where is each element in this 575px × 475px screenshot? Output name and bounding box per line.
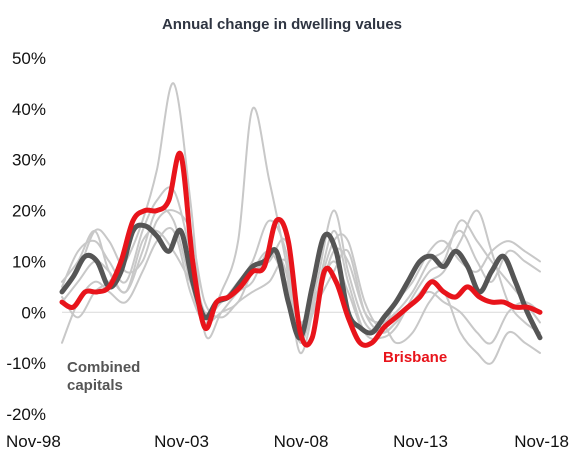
x-tick-label: Nov-18 <box>514 432 569 451</box>
y-tick-label: 50% <box>12 49 46 68</box>
y-tick-label: 40% <box>12 100 46 119</box>
combined-capitals-label-line-1: Combined <box>67 359 140 376</box>
x-tick-label: Nov-08 <box>274 432 329 451</box>
y-tick-label: 20% <box>12 202 46 221</box>
series-line-brisbane <box>59 150 543 348</box>
x-axis-tick-labels: Nov-98 Nov-03 Nov-08 Nov-13 Nov-18 <box>6 432 569 451</box>
y-tick-label: 0% <box>21 303 46 322</box>
x-tick-label: Nov-13 <box>393 432 448 451</box>
highlighted-series-group <box>59 150 543 348</box>
y-tick-label: 30% <box>12 151 46 170</box>
y-axis-tick-labels: 50% 40% 30% 20% 10% 0% -10% -20% <box>6 49 46 424</box>
y-tick-label: 10% <box>12 252 46 271</box>
chart-title: Annual change in dwelling values <box>162 16 402 33</box>
x-tick-label: Nov-03 <box>154 432 209 451</box>
combined-capitals-label-line-2: capitals <box>67 377 123 394</box>
y-tick-label: -20% <box>6 405 46 424</box>
x-tick-label: Nov-98 <box>6 432 61 451</box>
y-tick-label: -10% <box>6 354 46 373</box>
brisbane-label: Brisbane <box>383 349 447 366</box>
